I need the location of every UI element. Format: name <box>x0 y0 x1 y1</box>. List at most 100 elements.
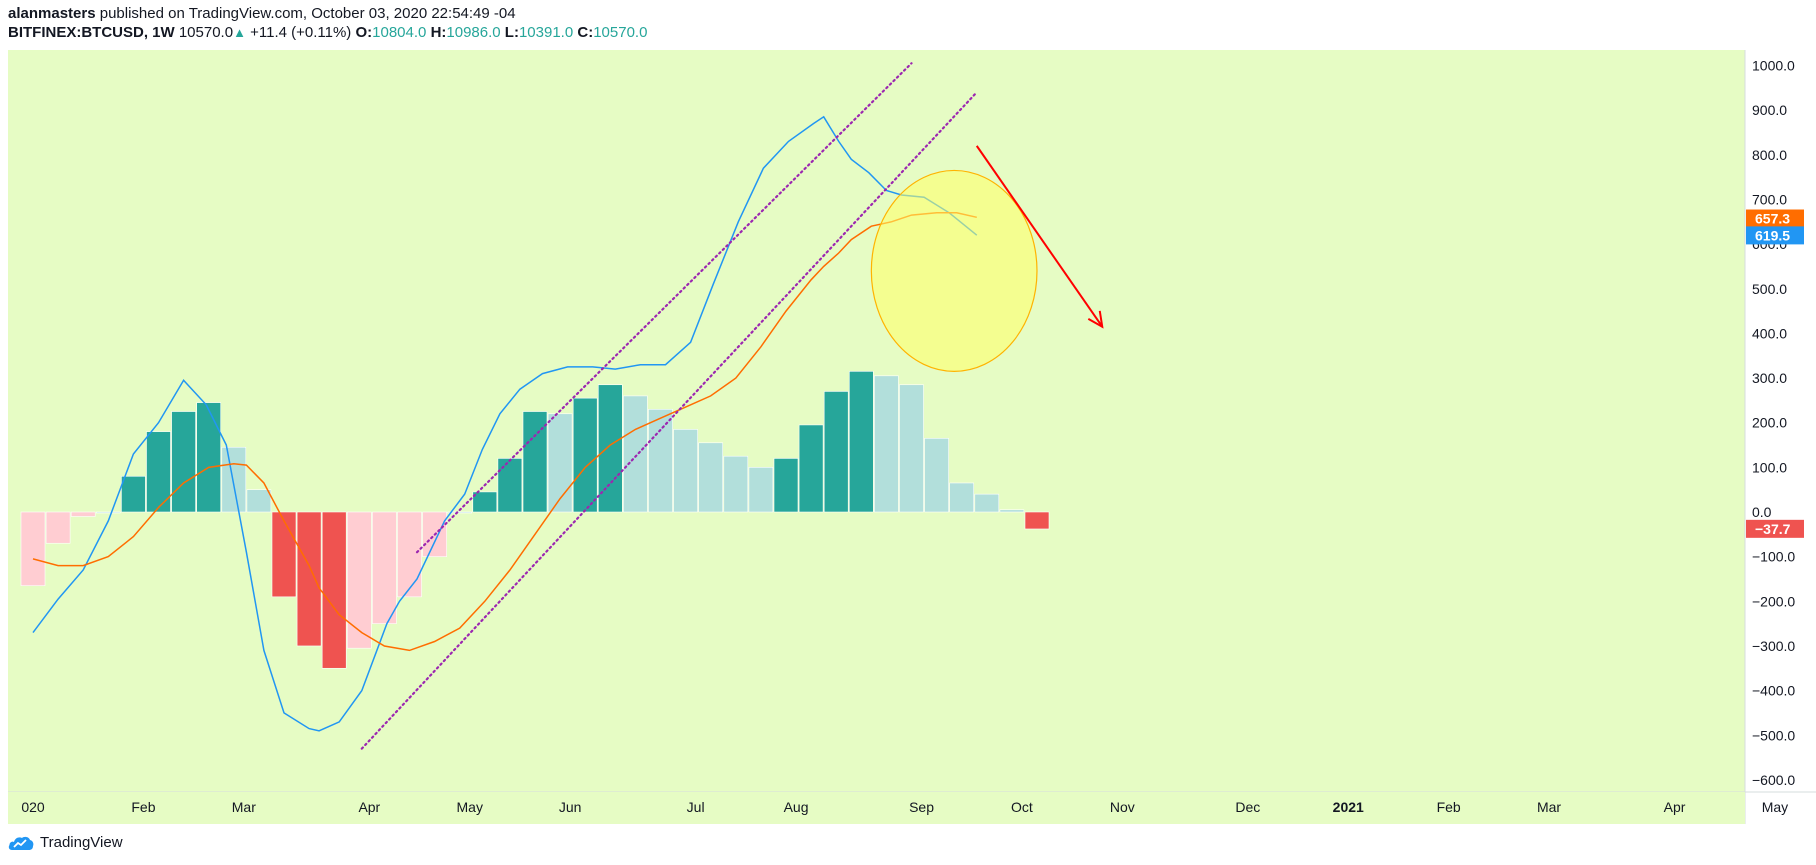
signal-line[interactable] <box>32 212 977 652</box>
highlight-ellipse[interactable] <box>870 169 1038 372</box>
x-tick-label: Nov <box>1110 799 1135 815</box>
x-axis-labels: 020 Feb Mar Apr May Jun Jul Aug Sep Oct Nov Dec 2021… <box>21 799 1788 815</box>
histogram-bar[interactable] <box>346 511 372 649</box>
y-tick-label: 500.0 <box>1752 281 1787 297</box>
price-badge-macd[interactable] <box>1746 226 1804 245</box>
histogram-bar[interactable] <box>974 493 1000 513</box>
histogram-group <box>20 371 1050 669</box>
histogram-bar[interactable] <box>773 458 799 513</box>
symbol-label[interactable]: BITFINEX:BTCUSD, 1W <box>8 24 175 41</box>
price-badge-text-histogram: −37.7 <box>1755 521 1791 537</box>
histogram-bar[interactable] <box>271 511 297 598</box>
high-label: H: <box>430 24 447 41</box>
histogram-bar[interactable] <box>698 442 724 513</box>
y-tick-label: −500.0 <box>1752 727 1795 743</box>
x-tick-label: 2021 <box>1333 799 1364 815</box>
y-tick-label: 300.0 <box>1752 370 1787 386</box>
y-tick-label: 100.0 <box>1752 459 1787 475</box>
trend-channel-line[interactable] <box>360 91 978 750</box>
histogram-bar[interactable] <box>20 511 46 586</box>
down-arrow-head[interactable] <box>1087 310 1104 329</box>
histogram-bar[interactable] <box>748 467 774 513</box>
close-value: 10570.0 <box>593 24 648 41</box>
histogram-bar[interactable] <box>171 411 196 513</box>
histogram-bar[interactable] <box>472 491 498 513</box>
histogram-bar[interactable] <box>547 413 573 513</box>
histogram-bar[interactable] <box>924 438 949 513</box>
histogram-bar[interactable] <box>623 395 648 513</box>
histogram-bar[interactable] <box>874 375 899 513</box>
histogram-bar[interactable] <box>121 475 146 513</box>
histogram-bar[interactable] <box>522 411 548 513</box>
last-price: 10570.0 <box>178 24 234 41</box>
x-tick-label: Jul <box>687 799 705 815</box>
y-tick-label: 900.0 <box>1752 102 1787 118</box>
publish-line: alanmasters published on TradingView.com… <box>8 4 647 23</box>
tradingview-brand[interactable]: TradingView <box>8 834 123 851</box>
histogram-bar[interactable] <box>447 511 473 514</box>
x-tick-label: Feb <box>1437 799 1461 815</box>
histogram-bar[interactable] <box>1024 511 1050 530</box>
histogram-bar[interactable] <box>296 511 322 647</box>
y-tick-label: −600.0 <box>1752 772 1795 788</box>
histogram-bar[interactable] <box>70 511 96 517</box>
histogram-bar[interactable] <box>196 402 221 513</box>
y-tick-label: 800.0 <box>1752 147 1787 163</box>
price-axis-panel[interactable] <box>1745 50 1816 792</box>
histogram-bar[interactable] <box>798 424 824 513</box>
high-value: 10986.0 <box>446 24 501 41</box>
price-badge-signal[interactable] <box>1746 209 1804 228</box>
histogram-bar[interactable] <box>45 511 71 544</box>
histogram-bar[interactable] <box>723 455 749 513</box>
histogram-bar[interactable] <box>96 511 121 514</box>
histogram-bar[interactable] <box>899 384 924 513</box>
histogram-bar[interactable] <box>146 431 171 513</box>
price-badge-histogram[interactable] <box>1746 519 1804 538</box>
histogram-bar[interactable] <box>823 391 849 513</box>
histogram-bar[interactable] <box>648 409 673 513</box>
x-tick-label: 020 <box>21 799 45 815</box>
histogram-bar[interactable] <box>246 489 272 513</box>
x-tick-label: Feb <box>131 799 155 815</box>
low-label: L: <box>504 24 519 41</box>
price-change: +11.4 (+0.11%) <box>250 24 352 41</box>
y-tick-label: 0.0 <box>1752 504 1772 520</box>
macd-line[interactable] <box>32 115 978 732</box>
x-tick-label: Aug <box>784 799 809 815</box>
x-tick-label: Apr <box>358 799 380 815</box>
histogram-bar[interactable] <box>848 371 874 513</box>
y-tick-label: 400.0 <box>1752 325 1787 341</box>
open-label: O: <box>355 24 373 41</box>
y-tick-label: 1000.0 <box>1752 58 1795 74</box>
down-arrow-shaft[interactable] <box>975 145 1104 328</box>
x-tick-label: May <box>1762 799 1788 815</box>
histogram-bar[interactable] <box>397 511 422 598</box>
histogram-bar[interactable] <box>497 458 523 513</box>
x-tick-label: Dec <box>1235 799 1260 815</box>
histogram-bar[interactable] <box>673 429 698 513</box>
price-badge-text-macd: 619.5 <box>1755 227 1790 243</box>
x-tick-label: May <box>457 799 483 815</box>
x-tick-label: Sep <box>909 799 934 815</box>
trend-channel-line[interactable] <box>415 62 913 554</box>
histogram-bar[interactable] <box>321 511 347 669</box>
histogram-bar[interactable] <box>572 397 598 513</box>
y-tick-label: −400.0 <box>1752 683 1795 699</box>
brand-name: TradingView <box>40 834 123 851</box>
author-name[interactable]: alanmasters <box>8 5 96 22</box>
y-axis-labels: 1000.0900.0800.0700.0600.0500.0400.0300.… <box>1752 58 1795 788</box>
histogram-bar[interactable] <box>999 509 1025 513</box>
histogram-bar[interactable] <box>221 446 247 513</box>
time-axis-panel[interactable] <box>8 792 1745 824</box>
histogram-bar[interactable] <box>372 511 397 624</box>
x-tick-label: Apr <box>1664 799 1686 815</box>
y-tick-label: −300.0 <box>1752 638 1795 654</box>
x-tick-label: Jun <box>559 799 582 815</box>
y-tick-label: 700.0 <box>1752 191 1787 207</box>
histogram-bar[interactable] <box>597 384 623 513</box>
histogram-bar[interactable] <box>949 482 975 513</box>
low-value: 10391.0 <box>518 24 574 41</box>
tradingview-logo-icon <box>8 836 34 850</box>
open-value: 10804.0 <box>372 24 427 41</box>
